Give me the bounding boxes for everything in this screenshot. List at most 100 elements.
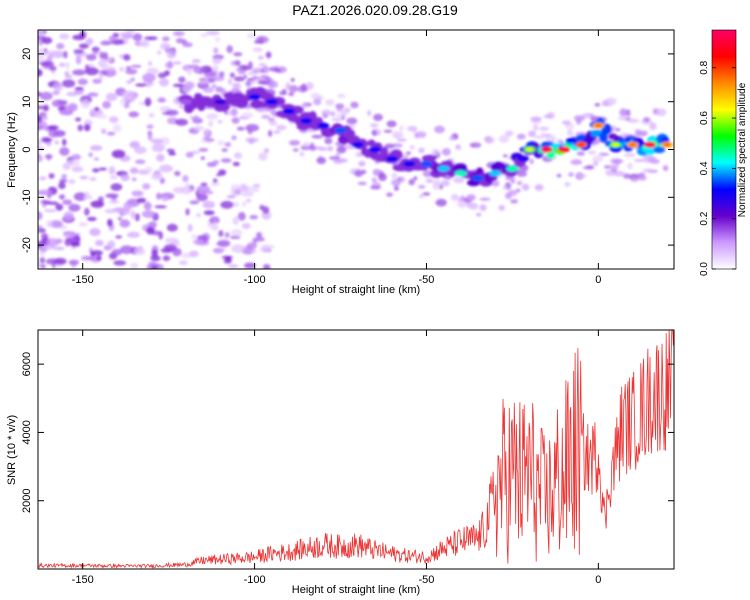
spectrogram-halo-cell (533, 124, 539, 132)
spectrogram-noise-cell (267, 130, 273, 137)
spectrogram-halo-cell (409, 145, 415, 150)
spectrogram-noise-cell (79, 175, 89, 180)
x-tick-label: -50 (419, 274, 435, 286)
spectrogram-halo-cell (247, 71, 255, 76)
spectrogram-noise-cell (148, 61, 153, 66)
spectrogram-halo-cell (245, 81, 252, 87)
spectrogram-noise-cell (259, 204, 265, 211)
spectrogram-noise-cell (90, 250, 103, 256)
spectrogram-halo-cell (232, 82, 241, 90)
spectrogram-noise-cell (130, 262, 138, 269)
spectrogram-noise-cell (107, 240, 116, 249)
spectrogram-halo-cell (400, 176, 406, 183)
spectrogram-noise-cell (191, 59, 201, 63)
spectrogram-noise-cell (159, 164, 174, 173)
spectrogram-noise-cell (146, 124, 154, 130)
spectrogram-noise-cell (261, 114, 271, 119)
spectrogram-noise-cell (65, 61, 70, 70)
spectrogram-ridge-core (594, 124, 602, 128)
spectrogram-noise-cell (196, 212, 202, 218)
x-tick-label: -100 (244, 274, 266, 286)
spectrogram-halo-cell (405, 151, 412, 155)
spectrogram-noise-cell (109, 175, 118, 180)
spectrogram-noise-cell (233, 52, 243, 57)
spectrogram-halo-cell (608, 164, 620, 169)
spectrogram-halo-cell (491, 180, 500, 187)
spectrogram-noise-cell (68, 203, 81, 212)
colorbar-tick-label: 0.0 (699, 262, 710, 276)
spectrogram-noise-cell (38, 48, 44, 52)
spectrogram-noise-cell (89, 228, 101, 237)
spectrogram-ridge-peak (437, 165, 450, 172)
spectrogram-halo-cell (467, 195, 476, 201)
spectrogram-noise-cell (41, 37, 53, 44)
spectrogram-halo-cell (442, 148, 449, 155)
spectrogram-ridge-peak (386, 156, 399, 163)
spectrogram-noise-cell (139, 39, 151, 48)
spectrogram-halo-cell (521, 183, 530, 191)
spectrogram-halo-cell (327, 145, 334, 152)
spectrogram-noise-cell (146, 81, 154, 86)
spectrogram-noise-cell (130, 77, 136, 82)
spectrogram-noise-cell (221, 148, 228, 152)
spectrogram-noise-cell (173, 186, 185, 194)
spectrogram-noise-cell (119, 67, 125, 72)
spectrogram-noise-cell (189, 250, 199, 258)
spectrogram-ridge-cell (599, 131, 608, 143)
spectrogram-halo-cell (367, 110, 372, 117)
spectrogram-noise-cell (101, 128, 107, 135)
colorbar-tick-label: 0.2 (699, 211, 710, 225)
spectrogram-noise-cell (38, 227, 46, 233)
spectrogram-noise-cell (186, 67, 193, 76)
spectrogram-noise-cell (154, 205, 167, 209)
spectrogram-halo-cell (504, 130, 514, 137)
spectrogram-noise-cell (38, 139, 42, 144)
spectrogram-halo-cell (587, 150, 597, 155)
spectrogram-noise-cell (245, 137, 259, 143)
spectrogram-halo-cell (418, 194, 424, 199)
spectrogram-ridge-core (612, 143, 620, 147)
spectrogram-noise-cell (203, 210, 215, 216)
spectrogram-halo-cell (394, 133, 400, 140)
spectrogram-halo-cell (476, 213, 482, 217)
spectrogram-noise-cell (40, 91, 53, 101)
spectrogram-halo-cell (469, 142, 482, 148)
spectrogram-noise-cell (156, 97, 167, 103)
spectrogram-noise-cell (225, 256, 231, 261)
spectrogram-noise-cell (158, 78, 170, 87)
spectrogram-halo-cell (637, 172, 646, 177)
spectrogram-noise-cell (38, 189, 52, 196)
spectrogram-noise-cell (73, 49, 85, 55)
spectrogram-noise-cell (182, 175, 189, 183)
spectrogram-halo-cell (415, 131, 427, 138)
spectrogram-noise-cell (51, 99, 65, 108)
spectrogram-noise-cell (105, 92, 118, 102)
spectrogram-halo-cell (479, 197, 491, 201)
spectrogram-halo-cell (263, 77, 270, 83)
spectrogram-noise-cell (39, 200, 52, 204)
spectrogram-halo-cell (335, 103, 345, 110)
spectrogram-noise-cell (122, 90, 135, 100)
spectrogram-noise-cell (134, 146, 147, 155)
spectrogram-ridge-peak (472, 175, 485, 182)
spectrogram-halo-cell (642, 168, 654, 173)
spectrogram-noise-cell (38, 111, 47, 118)
x-tick-label: 0 (595, 574, 601, 586)
spectrogram-halo-cell (268, 80, 279, 89)
spectrogram-noise-cell (126, 80, 133, 84)
spectrogram-noise-cell (212, 57, 222, 65)
spectrogram-noise-cell (83, 123, 91, 132)
spectrogram-noise-cell (113, 260, 127, 266)
spectrogram-halo-cell (311, 134, 324, 139)
spectrogram-halo-cell (354, 169, 364, 177)
spectrogram-noise-cell (119, 32, 133, 37)
spectrogram-halo-cell (290, 78, 295, 82)
spectrogram-halo-cell (393, 185, 399, 191)
spectrogram-noise-cell (131, 190, 144, 197)
spectrogram-noise-cell (261, 65, 270, 74)
spectrogram-noise-cell (106, 131, 116, 136)
spectrogram-noise-cell (162, 36, 170, 42)
spectrogram-noise-cell (73, 192, 88, 201)
spectrogram-noise-cell (241, 112, 254, 119)
y-tick-label: -20 (21, 237, 33, 253)
